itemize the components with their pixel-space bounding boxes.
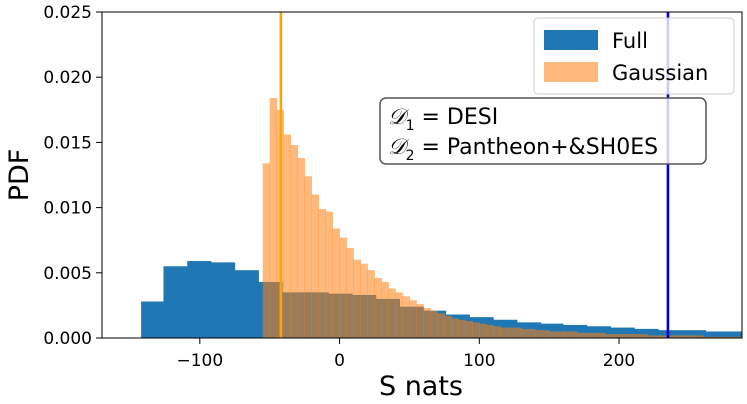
y-tick-label: 0.025 <box>43 3 92 23</box>
bar-gaussian-31 <box>479 323 487 338</box>
bar-gaussian-34 <box>500 327 508 338</box>
bar-gaussian-0 <box>262 163 271 338</box>
bar-gaussian-30 <box>472 322 480 338</box>
annotation-line-2-symbol: 𝒟 <box>388 135 410 160</box>
bar-gaussian-8 <box>318 208 326 338</box>
bar-gaussian-6 <box>304 176 313 338</box>
bar-full-1 <box>163 266 188 338</box>
x-axis-label: S nats <box>379 371 463 402</box>
bar-full-20 <box>610 327 635 338</box>
legend-label-gaussian: Gaussian <box>612 61 708 85</box>
annotation-line-1-text: = DESI <box>414 105 498 130</box>
legend: Full Gaussian <box>533 17 735 95</box>
bar-gaussian-19 <box>395 292 403 338</box>
annotation-line-2: 𝒟2 = Pantheon+&SH0ES <box>388 135 658 164</box>
bar-gaussian-35 <box>507 327 522 338</box>
bar-gaussian-3 <box>283 134 292 338</box>
bar-gaussian-43 <box>619 334 634 338</box>
plot-clip-group <box>141 12 742 338</box>
bar-gaussian-42 <box>605 334 620 338</box>
axes: −100 0 100 200 0.000 0.005 0.010 0.015 0.020 0.02… <box>43 3 743 371</box>
bar-gaussian-25 <box>437 313 445 338</box>
legend-swatch-full <box>544 30 598 50</box>
y-tick-label: 0.000 <box>43 329 92 349</box>
bar-full-19 <box>586 326 612 338</box>
bar-gaussian-1 <box>269 98 278 338</box>
bar-full-24 <box>705 331 742 338</box>
annotation-line-1: 𝒟1 = DESI <box>388 105 498 134</box>
bar-gaussian-18 <box>388 288 396 338</box>
bar-gaussian-32 <box>486 324 494 338</box>
bar-full-23 <box>681 330 707 338</box>
bar-gaussian-33 <box>493 326 501 338</box>
y-tick-label: 0.015 <box>43 133 92 153</box>
bar-gaussian-36 <box>521 328 536 338</box>
annotation-frame <box>379 97 707 165</box>
annotation-line-2-subscript: 2 <box>406 148 415 164</box>
bar-gaussian-23 <box>423 308 431 338</box>
bar-gaussian-13 <box>353 259 361 338</box>
bar-gaussian-24 <box>430 310 438 338</box>
x-tick-label: 100 <box>463 351 495 371</box>
annotation-line-2-text: = Pantheon+&SH0ES <box>414 135 658 160</box>
bar-gaussian-48 <box>688 335 704 338</box>
legend-label-full: Full <box>612 29 648 53</box>
bar-full-3 <box>210 262 236 338</box>
bar-full-4 <box>234 270 259 338</box>
bar-gaussian-16 <box>374 278 382 338</box>
y-tick-label: 0.005 <box>43 264 92 284</box>
bar-gaussian-39 <box>563 331 578 338</box>
bar-gaussian-10 <box>332 228 340 338</box>
bar-gaussian-29 <box>465 321 473 338</box>
bar-gaussian-44 <box>633 334 648 338</box>
annotation-line-1-subscript: 1 <box>406 118 415 134</box>
bar-gaussian-49 <box>702 336 718 338</box>
bar-gaussian-27 <box>451 318 459 338</box>
bar-gaussian-11 <box>339 237 347 338</box>
axes-frame <box>101 11 743 339</box>
bar-gaussian-12 <box>346 248 354 338</box>
bar-gaussian-7 <box>311 194 319 338</box>
bar-full-22 <box>658 330 683 338</box>
bar-gaussian-37 <box>535 330 550 338</box>
bar-gaussian-4 <box>290 145 299 338</box>
bar-gaussian-26 <box>444 315 452 338</box>
y-tick-label: 0.010 <box>43 199 92 219</box>
bar-gaussian-38 <box>549 331 564 338</box>
bar-gaussian-5 <box>297 158 306 338</box>
bar-gaussian-15 <box>367 270 375 338</box>
bar-full-2 <box>187 261 212 338</box>
bar-full-0 <box>141 301 164 338</box>
y-tick-label: 0.020 <box>43 68 92 88</box>
bar-gaussian-21 <box>409 300 417 338</box>
bar-gaussian-20 <box>402 296 410 338</box>
bar-gaussian-28 <box>458 319 466 338</box>
x-tick-label: −100 <box>176 351 223 371</box>
bar-full-21 <box>634 328 659 338</box>
x-tick-label: 0 <box>334 351 345 371</box>
bar-gaussian-9 <box>325 211 333 338</box>
bar-gaussian-14 <box>360 263 368 338</box>
bar-gaussian-50 <box>716 336 742 338</box>
plot-area <box>141 12 742 338</box>
bar-gaussian-45 <box>646 335 662 338</box>
bar-gaussian-47 <box>674 335 690 338</box>
x-tick-label: 200 <box>603 351 635 371</box>
y-axis-label: PDF <box>4 149 35 202</box>
annotation-box: 𝒟1 = DESI 𝒟2 = Pantheon+&SH0ES <box>379 97 707 165</box>
annotation-line-1-symbol: 𝒟 <box>388 105 410 130</box>
bar-gaussian-41 <box>591 332 606 338</box>
legend-swatch-gaussian <box>544 62 598 82</box>
bar-gaussian-17 <box>381 281 389 338</box>
bar-gaussian-22 <box>416 304 424 338</box>
bar-gaussian-40 <box>577 332 592 338</box>
